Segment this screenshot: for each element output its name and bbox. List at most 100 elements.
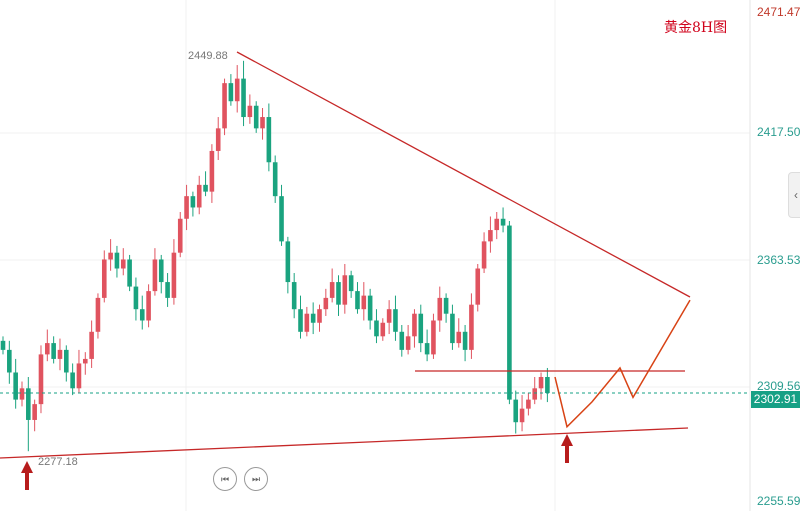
current-price-tag: 2302.91 xyxy=(751,391,800,408)
candle-body xyxy=(443,297,449,314)
skip-forward-icon: ⏭ xyxy=(251,473,261,484)
y-tick-label: 2471.47 xyxy=(757,5,800,19)
candle-body xyxy=(101,259,107,298)
candle-body xyxy=(241,78,246,118)
candle-body xyxy=(310,313,316,323)
candle-body xyxy=(538,377,544,389)
y-tick-label: 2363.53 xyxy=(757,253,800,267)
candle-body xyxy=(355,291,360,310)
candle-body xyxy=(57,349,63,359)
candle-body xyxy=(374,320,379,337)
candle-body xyxy=(469,304,474,350)
candle-body xyxy=(386,309,392,323)
candle-body xyxy=(45,343,50,355)
skip-back-button[interactable]: ⏮ xyxy=(213,467,237,491)
candle-body xyxy=(500,218,506,226)
candle-body xyxy=(114,252,120,269)
candle-body xyxy=(361,295,367,310)
candle-body xyxy=(228,83,234,102)
candle-body xyxy=(437,297,443,321)
candle-body xyxy=(133,286,139,310)
candle-body xyxy=(260,117,265,129)
candle-body xyxy=(456,331,462,344)
candle-body xyxy=(7,349,12,373)
candle-body xyxy=(184,196,189,219)
candle-body xyxy=(431,320,436,355)
candle-body xyxy=(209,150,215,192)
candle-body xyxy=(393,309,398,332)
collapse-panel-button[interactable]: ‹ xyxy=(788,172,800,218)
candle-body xyxy=(298,309,303,332)
candle-body xyxy=(507,225,512,400)
skip-forward-button[interactable]: ⏭ xyxy=(244,467,268,491)
candle-body xyxy=(329,282,335,298)
candle-body xyxy=(418,313,424,344)
up-arrow-icon xyxy=(561,434,573,446)
candle-body xyxy=(380,322,386,337)
candle-body xyxy=(82,358,88,364)
candle-body xyxy=(171,252,177,298)
candle-body xyxy=(76,363,82,389)
candle-body xyxy=(196,184,202,208)
candle-body xyxy=(108,252,113,260)
candle-body xyxy=(462,331,468,350)
trendline-descending-resistance xyxy=(236,51,691,298)
candle-body xyxy=(234,78,240,102)
candle-body xyxy=(0,340,6,350)
candle-body xyxy=(532,388,538,400)
candle-body xyxy=(450,313,455,344)
chart-title: 黄金8H图 xyxy=(664,20,728,36)
candle-body xyxy=(279,196,284,242)
candle-body xyxy=(545,377,550,394)
candle-body xyxy=(203,184,208,192)
y-tick-label: 2309.56 xyxy=(757,379,800,393)
candle-body xyxy=(367,295,373,321)
candle-body xyxy=(120,259,126,269)
y-tick-label: 2255.59 xyxy=(757,494,800,508)
candle-body xyxy=(89,331,94,359)
trendline-ascending-support xyxy=(0,427,689,459)
candle-body xyxy=(272,162,278,197)
projection-path xyxy=(554,299,691,429)
up-arrow-icon xyxy=(21,461,33,473)
candle-body xyxy=(70,372,75,389)
candle-body xyxy=(64,349,69,373)
candle-body xyxy=(481,241,487,269)
candle-body xyxy=(165,282,170,298)
candle-body xyxy=(348,275,354,292)
candle-body xyxy=(253,105,259,129)
candle-body xyxy=(95,297,101,332)
chevron-left-icon: ‹ xyxy=(794,188,798,202)
candle-body xyxy=(424,343,430,355)
candle-body xyxy=(247,105,253,118)
candle-body xyxy=(291,282,297,310)
candle-body xyxy=(139,309,145,321)
skip-back-icon: ⏮ xyxy=(220,473,230,484)
candle-body xyxy=(38,354,44,405)
candle-body xyxy=(158,259,164,283)
candle-body xyxy=(127,259,132,287)
candle-body xyxy=(317,309,322,323)
candle-body xyxy=(190,196,196,208)
candle-body xyxy=(405,336,411,350)
candle-body xyxy=(146,291,151,321)
candle-body xyxy=(19,388,25,400)
candle-body xyxy=(285,241,291,283)
up-arrow-icon xyxy=(25,472,29,490)
y-tick-label: 2417.50 xyxy=(757,125,800,139)
candle-body xyxy=(513,399,519,423)
candle-body xyxy=(488,230,493,242)
candle-body xyxy=(342,275,348,305)
candle-body xyxy=(266,117,272,163)
candle-body xyxy=(526,399,531,409)
candle-body xyxy=(494,218,500,231)
candle-body xyxy=(399,331,405,350)
candle-body xyxy=(13,372,18,400)
candle-body xyxy=(336,282,341,305)
up-arrow-icon xyxy=(565,445,569,463)
candle-body xyxy=(152,259,158,292)
candle-body xyxy=(222,83,227,129)
candle-body xyxy=(475,268,481,305)
